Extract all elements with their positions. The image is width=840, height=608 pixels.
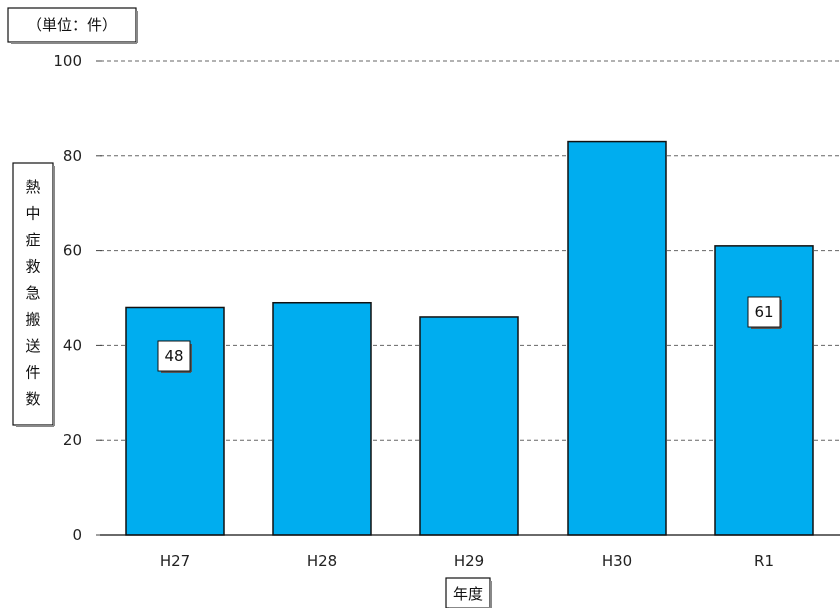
x-axis-label: 年度 (453, 585, 483, 603)
data-label: 48 (157, 340, 192, 373)
y-tick-labels: 0 20 40 60 80 100 (53, 52, 82, 544)
data-labels: 48 61 (157, 296, 782, 373)
bars (125, 140, 814, 536)
y-tick-label: 0 (72, 526, 82, 544)
y-axis-label-text: 熱中症救急搬送件数 (25, 178, 40, 408)
bar (567, 140, 667, 536)
x-axis-label-box: 年度 (445, 577, 492, 608)
y-tick-label: 20 (63, 431, 82, 449)
unit-box-frame (7, 7, 137, 43)
y-tick-label: 80 (63, 147, 82, 165)
y-axis-label-box: 熱中症救急搬送件数 (12, 162, 55, 427)
data-label: 61 (747, 296, 782, 329)
y-tick-label: 40 (63, 336, 82, 354)
bar (714, 245, 814, 536)
unit-box: （単位：件） (7, 7, 138, 44)
x-tick-labels: H27 H28 H29 H30 R1 (160, 552, 774, 570)
y-tick-label: 60 (63, 242, 82, 260)
data-label-text: 48 (164, 347, 183, 365)
x-tick-label: R1 (754, 552, 774, 570)
bar (272, 301, 372, 536)
x-tick-label: H28 (307, 552, 337, 570)
data-label-text: 61 (754, 303, 773, 321)
x-tick-label: H30 (602, 552, 632, 570)
x-tick-label: H27 (160, 552, 190, 570)
unit-label: （単位：件） (27, 16, 117, 34)
x-tick-label: H29 (454, 552, 484, 570)
bar (419, 316, 519, 536)
y-axis-label: 熱中症救急搬送件数 (25, 178, 40, 408)
y-tick-label: 100 (53, 52, 82, 70)
